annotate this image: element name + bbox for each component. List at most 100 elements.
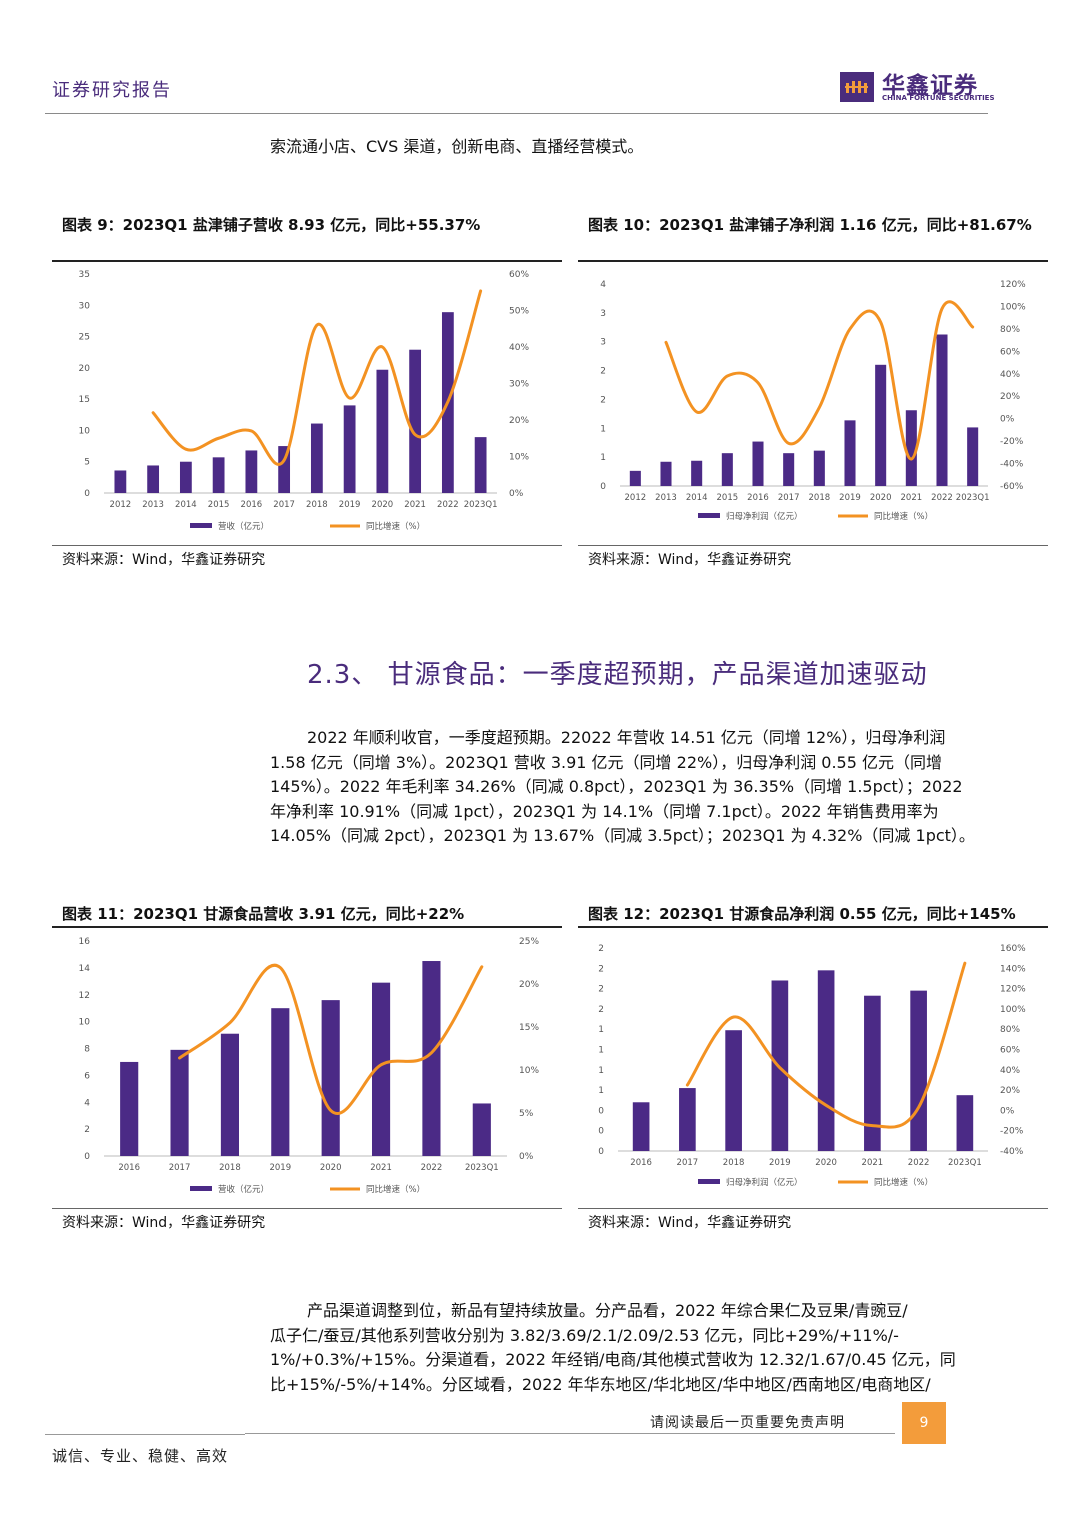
fig9-bar — [474, 437, 487, 493]
fig11-yright-tick: 10% — [519, 1066, 539, 1076]
fig10-yright-tick: -60% — [1000, 482, 1024, 492]
fig9-bar — [376, 369, 389, 493]
paragraph-products: 产品渠道调整到位，新品有望持续放量。分产品看，2022 年综合果仁及豆果/青豌豆… — [270, 1299, 1040, 1397]
fig10-x-tick: 2021 — [901, 493, 923, 503]
fig11-x-tick: 2023Q1 — [465, 1163, 499, 1173]
fig10-x-tick: 2012 — [625, 493, 647, 503]
fig9-yright-tick: 20% — [509, 416, 529, 426]
fig12-x-tick: 2021 — [862, 1158, 884, 1168]
figure11-top-rule — [52, 926, 562, 928]
fig9-yleft-tick: 25 — [79, 333, 90, 343]
figure11-title: 图表 11：2023Q1 甘源食品营收 3.91 亿元，同比+22% — [62, 905, 465, 923]
fig11-legend-line-label: 同比增速（%） — [366, 1184, 425, 1195]
figure9-chart: 0 5 10 15 20 25 30 35 0% 10% 20% 30% 40% 50% 60% 2012 20… — [79, 270, 530, 532]
fig9-yright-tick: 60% — [509, 270, 529, 280]
fig10-yright-tick: -20% — [1000, 437, 1024, 447]
footer-divider-left — [45, 1434, 245, 1435]
fig12-bar — [956, 1095, 974, 1151]
fig12-bar — [725, 1030, 742, 1151]
fig11-x-tick: 2017 — [169, 1163, 191, 1173]
fig11-yright-tick: 0% — [519, 1152, 534, 1162]
fig11-bar — [271, 1008, 290, 1156]
fig11-yleft-tick: 6 — [84, 1071, 90, 1081]
page-number: 9 — [902, 1402, 946, 1444]
fig11-x-tick: 2019 — [269, 1163, 291, 1173]
fig10-bar — [721, 453, 733, 486]
fig10-yright-tick: 40% — [1000, 370, 1020, 380]
paragraph-line: 瓜子仁/蚕豆/其他系列营收分别为 3.82/3.69/2.1/2.09/2.53… — [270, 1325, 899, 1345]
fig10-yleft-tick: 3 — [600, 338, 606, 348]
fig9-x-tick: 2022 — [437, 500, 459, 510]
fig10-legend-line-label: 同比增速（%） — [874, 511, 933, 522]
fig10-yleft-tick: 3 — [600, 309, 606, 319]
company-motto: 诚信、专业、稳健、高效 — [52, 1447, 229, 1465]
fig12-yright-tick: 80% — [1000, 1025, 1020, 1035]
fig9-x-tick: 2012 — [110, 500, 132, 510]
fig12-yright-tick: 0% — [1000, 1106, 1015, 1116]
logo-chinese-name: 华鑫证券 — [882, 73, 978, 99]
fig9-yleft-tick: 35 — [79, 270, 90, 280]
fig10-yright-tick: 20% — [1000, 392, 1020, 402]
figure10-source: 资料来源：Wind，华鑫证券研究 — [588, 552, 792, 568]
fig12-x-tick: 2023Q1 — [948, 1158, 982, 1168]
paragraph-line: 1.58 亿元（同增 3%）。2023Q1 营收 3.91 亿元（同增 22%）… — [270, 752, 943, 772]
fig12-x-tick: 2017 — [677, 1158, 699, 1168]
paragraph-line: 年净利率 10.91%（同减 1pct），2023Q1 为 14.1%（同增 7… — [270, 801, 939, 821]
fig12-legend-bar-label: 归母净利润（亿元） — [726, 1177, 803, 1188]
paragraph-line: 产品渠道调整到位，新品有望持续放量。分产品看，2022 年综合果仁及豆果/青豌豆… — [307, 1301, 908, 1320]
fig10-yright-tick: 0% — [1000, 415, 1015, 425]
section-heading: 2.3、 甘源食品：一季度超预期，产品渠道加速驱动 — [307, 660, 928, 690]
fig10-legend-bar-swatch — [698, 513, 720, 518]
fig11-yright-tick: 25% — [519, 937, 539, 947]
fig9-yright-tick: 50% — [509, 307, 529, 317]
fig12-yright-tick: -40% — [1000, 1147, 1024, 1157]
fig9-x-tick: 2019 — [339, 500, 361, 510]
fig12-x-tick: 2018 — [723, 1158, 745, 1168]
fig11-yleft-tick: 12 — [79, 991, 90, 1001]
fig9-x-tick: 2017 — [273, 500, 295, 510]
fig9-bar — [409, 349, 422, 493]
figure11-bottom-rule — [52, 1208, 562, 1209]
fig11-x-tick: 2018 — [219, 1163, 241, 1173]
fig10-yright-tick: 80% — [1000, 325, 1020, 335]
fig9-bar — [212, 457, 225, 493]
fig12-yright-tick: -20% — [1000, 1127, 1024, 1137]
figure12-top-rule — [578, 926, 1048, 928]
fig9-yright-tick: 30% — [509, 380, 529, 390]
company-logo: 华鑫证券 CHINA FORTUNE SECURITIES — [840, 68, 995, 108]
fig10-x-tick: 2014 — [686, 493, 708, 503]
fig10-growth-line — [664, 300, 975, 461]
fig12-yleft-tick: 2 — [598, 964, 604, 974]
fig11-yleft-tick: 0 — [84, 1152, 90, 1162]
fig11-x-tick: 2016 — [118, 1163, 140, 1173]
fig12-yright-tick: 160% — [1000, 944, 1026, 954]
fig9-yright-tick: 40% — [509, 343, 529, 353]
fig11-x-tick: 2020 — [320, 1163, 342, 1173]
fig9-yright-tick: 0% — [509, 489, 524, 499]
fig12-yleft-tick: 0 — [598, 1147, 604, 1157]
fig12-x-tick: 2016 — [630, 1158, 652, 1168]
fig9-bar — [179, 461, 192, 493]
fig10-x-tick: 2017 — [778, 493, 800, 503]
fig9-x-tick: 2023Q1 — [464, 500, 498, 510]
fig10-yright-tick: 100% — [1000, 302, 1026, 312]
fig10-x-tick: 2015 — [717, 493, 739, 503]
fig12-x-tick: 2019 — [769, 1158, 791, 1168]
fig10-bar — [691, 460, 703, 486]
fig11-legend-bar-label: 营收（亿元） — [218, 1184, 269, 1195]
fig10-yright-tick: 120% — [1000, 280, 1026, 290]
fig9-legend-line-label: 同比增速（%） — [366, 521, 425, 532]
figure12-chart: 0 0 0 1 1 1 1 2 2 2 2 -40% -20% 0% 20% 40% 60% 80% 100% 120… — [598, 944, 1026, 1188]
fig10-yleft-tick: 1 — [600, 453, 606, 463]
fig12-yright-tick: 140% — [1000, 964, 1026, 974]
fig11-yleft-tick: 14 — [79, 964, 91, 974]
fig10-bar — [967, 427, 979, 486]
fig9-bar — [278, 446, 291, 493]
fig12-yleft-tick: 1 — [598, 1086, 604, 1096]
fig12-yleft-tick: 1 — [598, 1066, 604, 1076]
fig11-yleft-tick: 2 — [84, 1125, 90, 1135]
figure12-source: 资料来源：Wind，华鑫证券研究 — [588, 1215, 792, 1231]
fig12-yleft-tick: 0 — [598, 1127, 604, 1137]
figure10-bottom-rule — [578, 545, 1048, 546]
fig10-bar — [629, 470, 641, 486]
